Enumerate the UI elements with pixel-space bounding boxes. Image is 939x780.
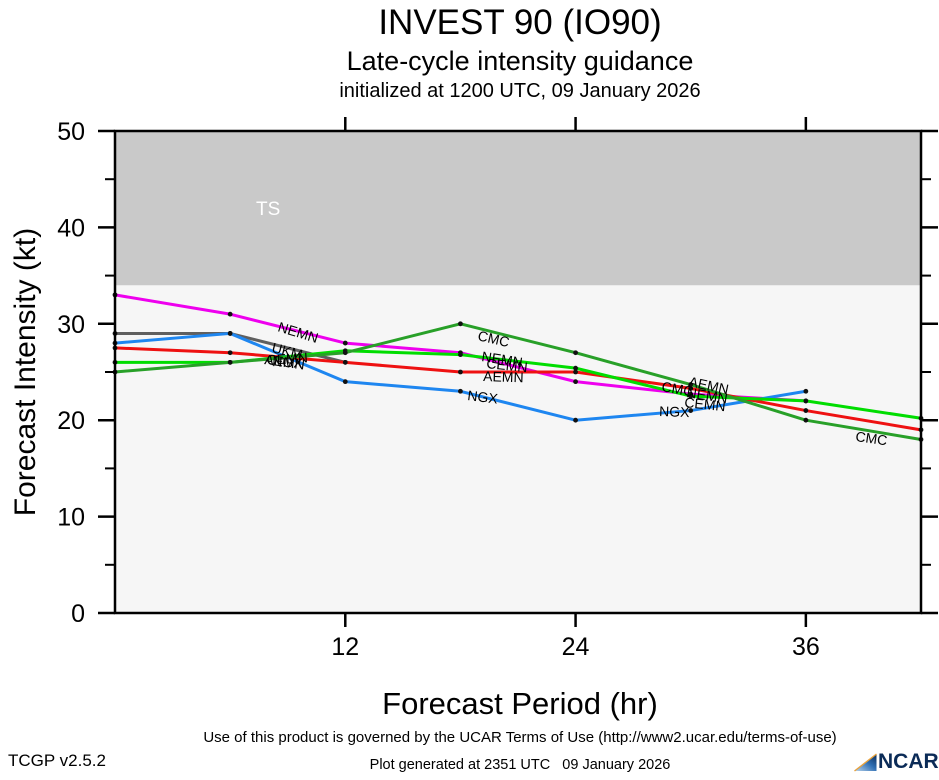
y-tick-label: 20: [57, 407, 85, 435]
ts-band-label: TS: [256, 199, 280, 220]
data-point-CMC: [342, 350, 348, 356]
data-point-CEMN: [688, 393, 694, 399]
data-point-AEMN: [803, 408, 809, 413]
line-label-ukm: UKM: [270, 339, 304, 362]
data-point-NGX: [688, 408, 694, 413]
line-label-nemn: NEMN: [481, 348, 524, 370]
data-point-AEMN: [458, 369, 463, 375]
x-tick-label: 24: [562, 633, 590, 661]
y-tick-label: 40: [57, 214, 85, 242]
data-point-CMC: [688, 382, 694, 387]
plot-generated-text: Plot generated at 2351 UTC 09 January 20…: [369, 757, 671, 773]
data-point-NEMN: [342, 340, 348, 346]
x-tick-label: 12: [331, 633, 359, 661]
x-tick-label: 36: [792, 633, 820, 661]
ucar-terms-text: Use of this product is governed by the U…: [203, 729, 837, 746]
data-point-AEMN: [688, 385, 694, 391]
plot-subtitle: Late-cycle intensity guidance: [346, 46, 694, 76]
series-line-AEMN: [113, 346, 923, 432]
data-point-NGX: [573, 417, 578, 423]
tcgp-version-text: TCGP v2.5.2: [8, 751, 106, 770]
line-label-aemn: AEMN: [483, 368, 524, 385]
series-line-CMC: [113, 322, 923, 441]
line-label-cemn: CEMN: [266, 349, 308, 368]
line-label-cemn: CEMN: [486, 355, 529, 375]
title-block: INVEST 90 (IO90) Late-cycle intensity gu…: [100, 2, 939, 104]
data-point-NGX: [458, 388, 463, 394]
data-point-CMC: [573, 350, 578, 356]
y-tick-label: 0: [71, 600, 85, 628]
data-point-CEMN: [573, 365, 578, 371]
data-point-NGX: [227, 331, 233, 336]
data-point-CMC: [458, 321, 463, 327]
y-tick-label: 30: [57, 311, 85, 339]
line-label-cmc: CMC: [660, 378, 694, 399]
data-point-AEMN: [227, 350, 233, 356]
ncar-logo: NCAR: [854, 750, 939, 773]
line-label-ngx: NGX: [467, 387, 500, 407]
data-point-CMC: [227, 359, 233, 365]
init-time-line: initialized at 1200 UTC, 09 January 2026: [339, 80, 701, 102]
y-tick-label: 10: [57, 504, 85, 532]
data-point-AEMN: [342, 359, 348, 365]
line-label-cmc: CMC: [855, 428, 889, 448]
data-point-NEMN: [227, 311, 233, 317]
line-label-ngx: NGX: [272, 353, 304, 371]
x-axis-title: Forecast Period (hr): [382, 686, 658, 721]
line-label-nemn: NEMN: [686, 384, 729, 406]
line-label-cmc: CMC: [476, 327, 511, 350]
data-point-CMC: [803, 417, 809, 423]
data-point-NGX: [803, 388, 809, 394]
line-label-aemn: AEMN: [264, 351, 306, 372]
data-point-NGX: [342, 379, 348, 385]
y-tick-label: 50: [57, 118, 85, 146]
data-point-CEMN: [458, 352, 463, 358]
ts-band: [115, 131, 921, 286]
data-point-AEMN: [573, 369, 578, 375]
storm-title: INVEST 90 (IO90): [378, 3, 662, 42]
data-point-CEMN: [803, 398, 809, 404]
line-label-ngx: NGX: [659, 403, 691, 420]
data-point-NEMN: [573, 379, 578, 385]
ncar-logo-text: NCAR: [878, 750, 939, 773]
ncar-triangle-icon: [854, 753, 877, 772]
line-label-cemn: CEMN: [684, 394, 727, 414]
